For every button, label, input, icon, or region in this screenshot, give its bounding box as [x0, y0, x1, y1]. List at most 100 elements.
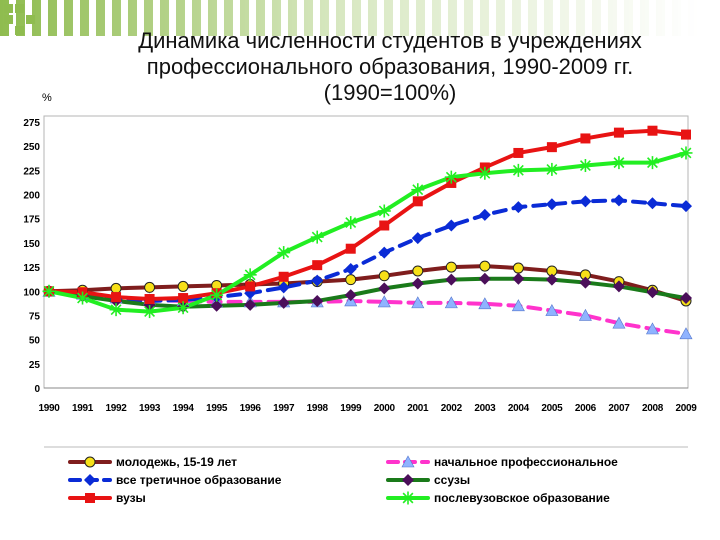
data-point	[646, 286, 659, 299]
x-tick-label: 1996	[240, 403, 262, 414]
legend-item: ссузы	[386, 473, 470, 487]
data-point	[42, 284, 56, 298]
data-point	[478, 166, 492, 180]
legend-label: послевузовское образование	[434, 491, 610, 505]
legend-label: ссузы	[434, 473, 470, 487]
legend-label: начальное профессиональное	[434, 455, 618, 469]
data-point	[645, 156, 659, 170]
data-point	[378, 282, 391, 295]
data-point	[411, 277, 424, 290]
y-tick-label: 150	[23, 239, 40, 250]
data-point	[379, 220, 390, 231]
data-point	[277, 246, 291, 260]
data-point	[612, 194, 625, 207]
legend-item: послевузовское образование	[386, 491, 610, 505]
data-point	[444, 170, 458, 184]
y-tick-label: 0	[34, 384, 40, 395]
data-point	[680, 292, 692, 305]
data-point	[478, 208, 491, 221]
data-point	[578, 308, 592, 321]
data-point	[681, 129, 691, 140]
x-tick-label: 1992	[106, 403, 128, 414]
data-point	[178, 293, 189, 304]
data-point	[412, 196, 423, 207]
x-tick-label: 1993	[139, 403, 161, 414]
data-point	[680, 200, 692, 213]
x-tick-label: 2002	[441, 403, 463, 414]
y-tick-label: 25	[29, 360, 41, 371]
x-tick-label: 1994	[173, 403, 195, 414]
x-tick-label: 2007	[608, 403, 630, 414]
data-point	[545, 273, 558, 286]
data-point	[84, 456, 96, 468]
x-tick-label: 2001	[407, 403, 429, 414]
data-point	[478, 272, 491, 285]
data-point	[243, 268, 257, 282]
legend-item: вузы	[68, 491, 146, 505]
x-tick-label: 1990	[38, 403, 60, 414]
data-point	[646, 197, 659, 210]
data-point	[244, 298, 257, 311]
data-point	[679, 146, 693, 160]
data-point	[277, 296, 290, 309]
data-point	[512, 262, 524, 274]
data-point	[513, 147, 524, 158]
data-point	[578, 159, 592, 173]
series-line	[47, 264, 688, 303]
data-point	[84, 474, 96, 486]
data-point	[311, 274, 324, 287]
data-point	[109, 303, 123, 317]
legend-label: все третичное образование	[116, 473, 282, 487]
data-point	[445, 273, 458, 286]
y-tick-label: 50	[29, 336, 41, 347]
x-tick-label: 2003	[474, 403, 496, 414]
data-point	[344, 263, 357, 276]
x-tick-label: 2004	[508, 403, 530, 414]
data-point	[444, 296, 458, 309]
data-point	[479, 260, 491, 272]
data-point	[345, 243, 356, 254]
data-point	[613, 127, 624, 138]
data-point	[311, 294, 324, 307]
legend-item: все третичное образование	[68, 473, 282, 487]
data-point	[245, 281, 256, 292]
y-tick-label: 250	[23, 142, 40, 153]
x-tick-label: 1998	[307, 403, 329, 414]
y-tick-label: 225	[23, 166, 40, 177]
y-tick-label: 125	[23, 263, 40, 274]
y-tick-label: 75	[29, 311, 41, 322]
data-point	[545, 162, 559, 176]
data-point	[310, 230, 324, 244]
x-tick-label: 1999	[340, 403, 362, 414]
data-point	[445, 261, 457, 273]
series-line	[47, 128, 688, 302]
header-stripes	[0, 0, 720, 36]
x-tick-label: 2008	[642, 403, 664, 414]
plot-frame	[43, 115, 689, 389]
data-point	[412, 265, 424, 277]
data-point	[612, 156, 626, 170]
data-point	[378, 246, 391, 259]
data-point	[511, 299, 525, 312]
data-point	[580, 133, 591, 144]
x-tick-label: 1995	[206, 403, 228, 414]
data-point	[411, 296, 425, 309]
data-point	[143, 305, 157, 319]
data-point	[278, 271, 289, 282]
data-point	[377, 204, 391, 218]
data-point	[411, 183, 425, 197]
data-point	[344, 289, 357, 302]
data-point	[647, 125, 658, 136]
data-point	[579, 195, 592, 208]
y-tick-label: 175	[23, 215, 40, 226]
data-point	[511, 163, 525, 177]
legend-label: молодежь, 15-19 лет	[116, 455, 237, 469]
data-point	[111, 292, 122, 303]
data-point	[612, 280, 625, 293]
y-tick-label: 100	[23, 287, 40, 298]
data-point	[512, 272, 525, 285]
data-point	[85, 493, 95, 503]
data-point	[345, 274, 357, 286]
data-point	[312, 260, 323, 271]
x-tick-label: 1997	[273, 403, 295, 414]
